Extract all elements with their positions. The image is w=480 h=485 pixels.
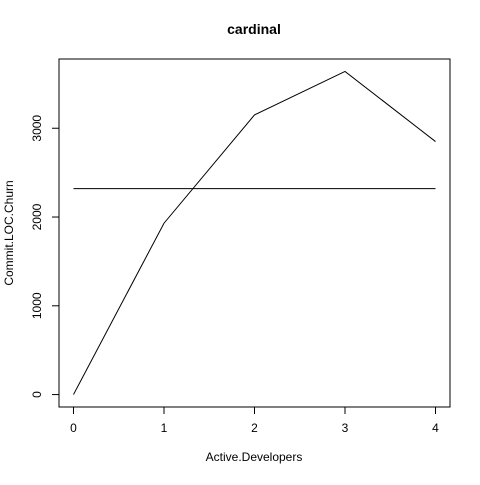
series-line-1 <box>73 70 436 395</box>
y-tick-label: 3000 <box>30 115 44 142</box>
x-tick-label: 2 <box>251 421 258 435</box>
chart-title: cardinal <box>227 21 281 37</box>
series-layer <box>73 70 436 395</box>
x-tick-label: 4 <box>432 421 439 435</box>
y-tick-label: 0 <box>30 391 44 398</box>
x-tick-label: 0 <box>70 421 77 435</box>
x-tick-label: 3 <box>342 421 349 435</box>
x-axis-title: Active.Developers <box>206 450 303 464</box>
x-tick-label: 1 <box>161 421 168 435</box>
x-axis: 0 1 2 3 4 <box>70 406 439 435</box>
y-tick-label: 2000 <box>30 203 44 230</box>
y-axis: 0 1000 2000 3000 <box>30 115 60 398</box>
y-tick-label: 1000 <box>30 292 44 319</box>
y-axis-title: Commit.LOC.Churn <box>2 180 16 285</box>
